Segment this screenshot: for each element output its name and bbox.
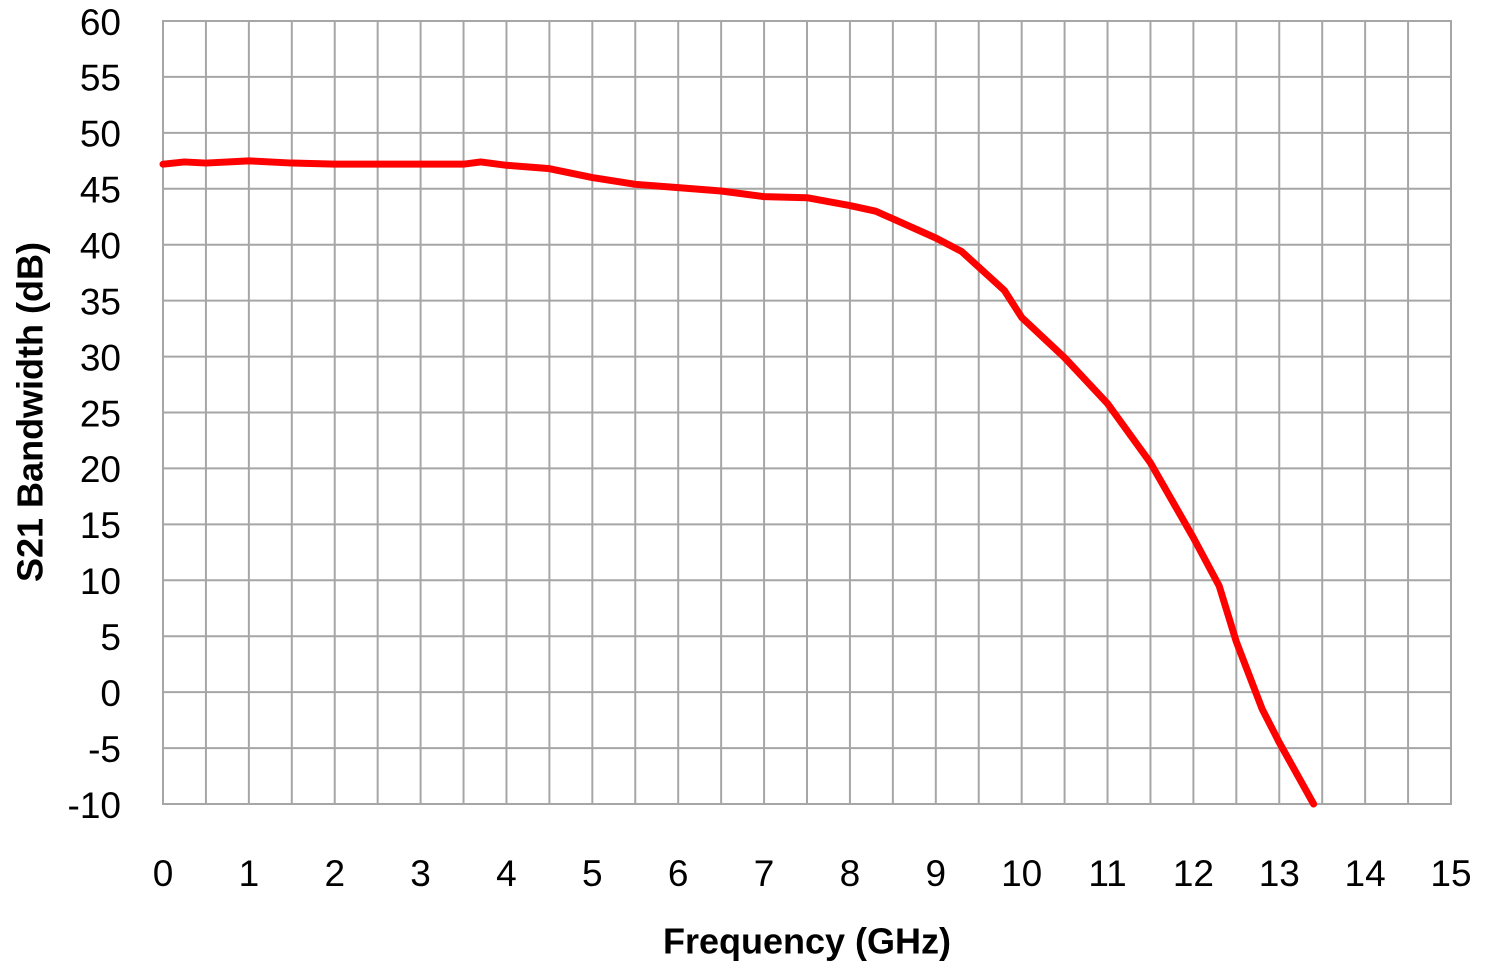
y-tick-label: 0 xyxy=(100,673,121,714)
y-tick-label: 40 xyxy=(80,225,121,266)
x-tick-label: 5 xyxy=(582,853,603,894)
y-tick-label: 5 xyxy=(100,617,121,658)
x-axis-title: Frequency (GHz) xyxy=(663,921,951,962)
y-tick-label: 15 xyxy=(80,505,121,546)
x-tick-label: 4 xyxy=(496,853,517,894)
y-tick-label: 25 xyxy=(80,393,121,434)
x-tick-label: 11 xyxy=(1088,853,1126,894)
y-tick-label: 60 xyxy=(80,2,121,43)
x-tick-label: 0 xyxy=(153,853,174,894)
y-tick-label: 45 xyxy=(80,170,121,211)
x-tick-label: 15 xyxy=(1430,853,1471,894)
y-axis-title: S21 Bandwidth (dB) xyxy=(10,242,51,582)
y-tick-label: 30 xyxy=(80,337,121,378)
y-tick-label: 50 xyxy=(80,114,121,155)
y-tick-label: -5 xyxy=(88,729,121,770)
y-tick-label: 55 xyxy=(80,58,121,99)
y-tick-label: 35 xyxy=(80,281,121,322)
y-tick-label: -10 xyxy=(68,785,121,826)
x-tick-label: 6 xyxy=(668,853,689,894)
x-tick-label: 9 xyxy=(926,853,947,894)
x-tick-label: 2 xyxy=(324,853,345,894)
x-tick-label: 3 xyxy=(410,853,431,894)
plot-border xyxy=(162,20,1452,805)
x-tick-label: 10 xyxy=(1001,853,1042,894)
data-line xyxy=(159,157,1318,808)
y-tick-label: 20 xyxy=(80,449,121,490)
x-tick-label: 7 xyxy=(754,853,775,894)
y-tick-label: 10 xyxy=(80,561,121,602)
x-tick-label: 1 xyxy=(239,853,260,894)
x-tick-label: 14 xyxy=(1345,853,1386,894)
x-tick-label: 8 xyxy=(840,853,861,894)
x-tick-label: 12 xyxy=(1173,853,1214,894)
x-tick-label: 13 xyxy=(1259,853,1300,894)
